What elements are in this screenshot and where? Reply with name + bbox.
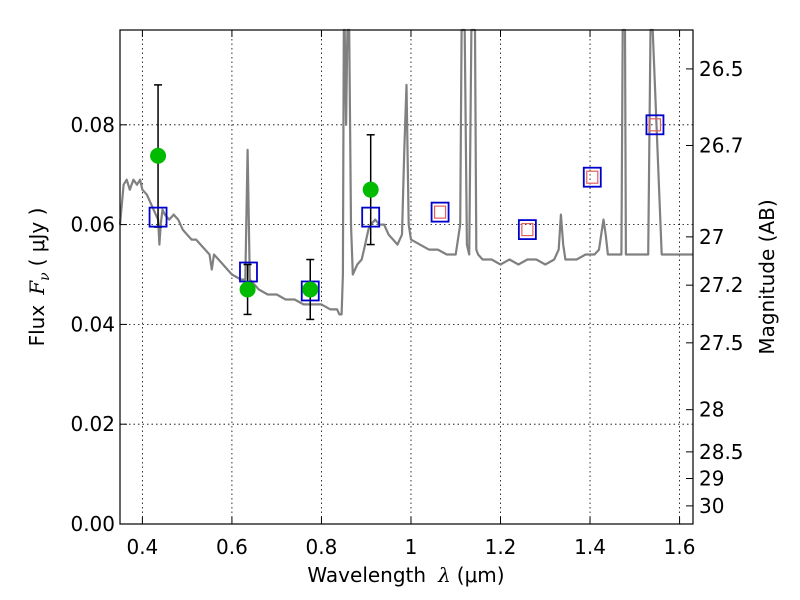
magnitude-axis-label: Magnitude (AB) — [755, 199, 779, 354]
x-tick-label: 1.6 — [664, 535, 696, 559]
spectrum-layer — [118, 28, 693, 316]
observed-flux-point — [302, 281, 319, 298]
model-photometry-marker — [239, 261, 258, 283]
model-photometry-marker — [582, 166, 602, 188]
model-photometry-inner-marker — [433, 205, 447, 219]
mag-tick-label: 27.2 — [699, 273, 744, 297]
y-tick-label: 0.02 — [70, 412, 115, 436]
model-photometry-marker — [148, 206, 168, 228]
mag-tick-label: 26.7 — [699, 133, 744, 157]
x-axis-label: Wavelength λ (μm) — [307, 563, 504, 587]
mag-tick-label: 26.5 — [699, 57, 744, 81]
model-photometry-inner-marker — [586, 170, 599, 184]
y-tick-label: 0.04 — [70, 312, 115, 336]
mag-tick-label: 27 — [699, 225, 724, 249]
x-tick-label: 1.2 — [485, 535, 517, 559]
mag-tick-label: 28 — [699, 398, 724, 422]
y-tick-label: 0.08 — [70, 113, 115, 137]
model-photometry-marker — [430, 201, 450, 223]
observed-flux-point — [239, 281, 256, 298]
model-spectrum-line — [118, 28, 693, 316]
x-tick-label: 0.6 — [216, 535, 248, 559]
plot-frame — [119, 29, 694, 525]
mag-tick-label: 28.5 — [699, 440, 744, 464]
x-tick-label: 1.4 — [574, 535, 606, 559]
y-tick-label: 0.00 — [70, 512, 115, 536]
model-photometry-marker — [517, 219, 537, 240]
x-tick-label: 1 — [405, 535, 418, 559]
observed-flux-point — [362, 181, 379, 198]
model-photometry-inner-marker — [521, 222, 534, 237]
x-tick-label: 0.8 — [306, 535, 338, 559]
tick-layer: 0.4 0.6 0.8 1 1.2 1.4 1.6 0.00 0.02 0.04 0.06 0.08 2… — [70, 30, 744, 559]
model-photometry-marker — [645, 114, 665, 136]
model-photometry-marker — [300, 280, 320, 302]
mag-tick-label: 27.5 — [699, 331, 744, 355]
y-tick-label: 0.06 — [70, 213, 115, 237]
grid-layer — [120, 30, 693, 524]
model-photometry-inner-marker — [648, 118, 662, 132]
mag-tick-label: 29 — [699, 466, 724, 490]
observed-flux-point — [150, 147, 167, 164]
x-tick-label: 0.4 — [126, 535, 158, 559]
model-photometry-marker — [361, 206, 381, 228]
y-axis-label: FluxFν( μJy ) — [25, 208, 53, 347]
marker-layer — [148, 84, 665, 321]
mag-tick-label: 30 — [699, 494, 724, 518]
